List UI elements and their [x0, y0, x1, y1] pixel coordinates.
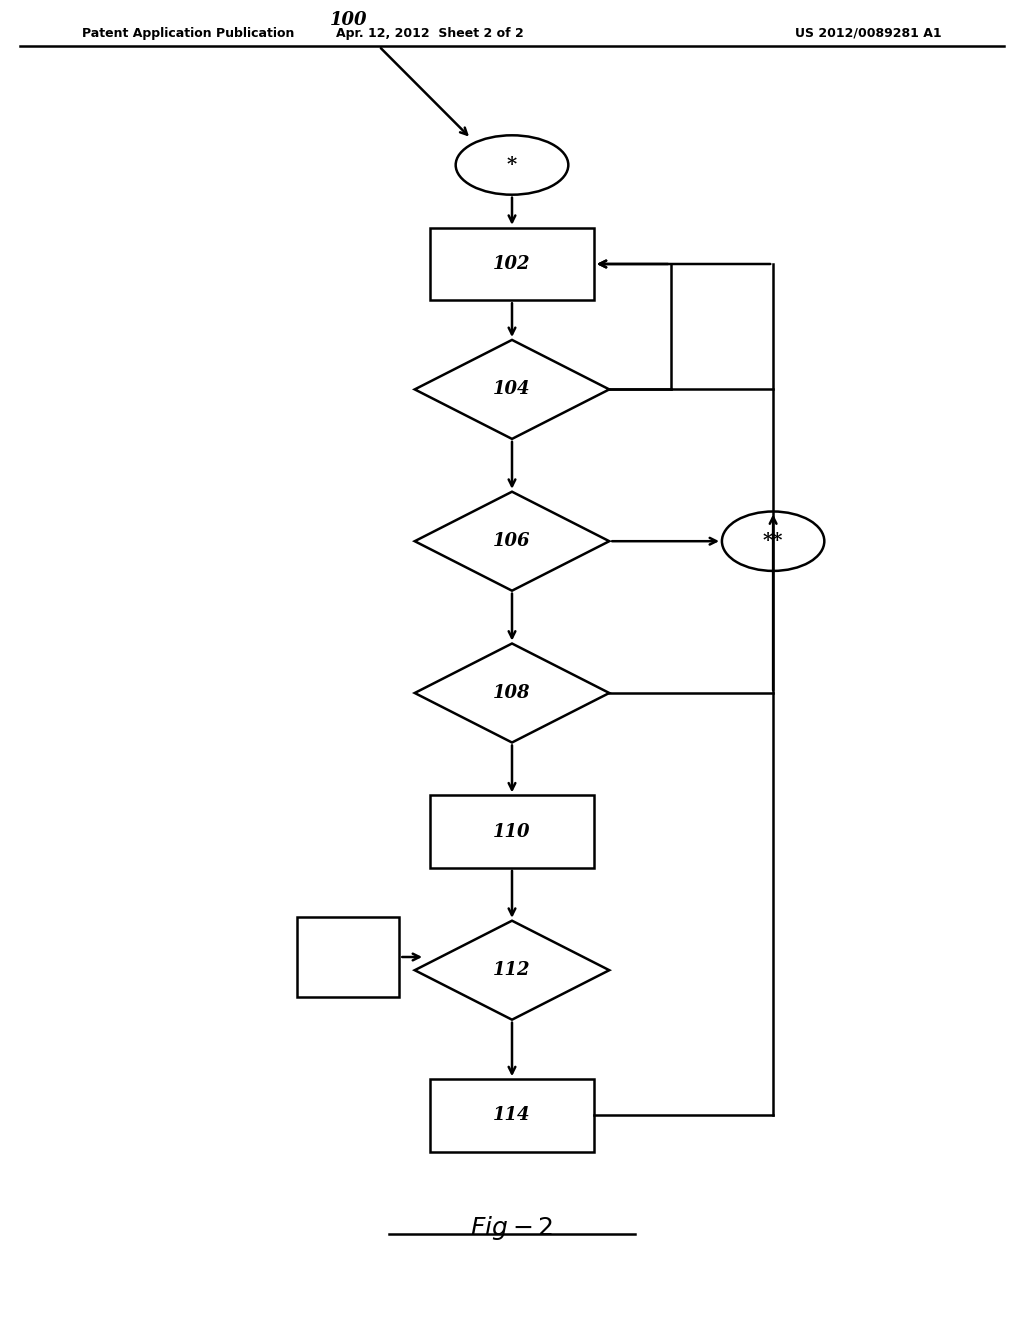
Text: $\mathit{Fig-2}$: $\mathit{Fig-2}$	[470, 1213, 554, 1242]
Text: **: **	[763, 532, 783, 550]
Bar	[430, 1080, 594, 1151]
Text: 104: 104	[494, 380, 530, 399]
Text: Apr. 12, 2012  Sheet 2 of 2: Apr. 12, 2012 Sheet 2 of 2	[336, 26, 524, 40]
Text: 100: 100	[330, 11, 367, 29]
Text: 112: 112	[494, 961, 530, 979]
Text: Patent Application Publication: Patent Application Publication	[82, 26, 294, 40]
Text: *: *	[507, 156, 517, 174]
Text: 110: 110	[494, 822, 530, 841]
Bar	[297, 917, 399, 997]
Text: 108: 108	[494, 684, 530, 702]
Bar	[430, 227, 594, 300]
Text: 106: 106	[494, 532, 530, 550]
Text: 102: 102	[494, 255, 530, 273]
Text: 114: 114	[494, 1106, 530, 1125]
Bar	[430, 795, 594, 869]
Text: US 2012/0089281 A1: US 2012/0089281 A1	[796, 26, 942, 40]
